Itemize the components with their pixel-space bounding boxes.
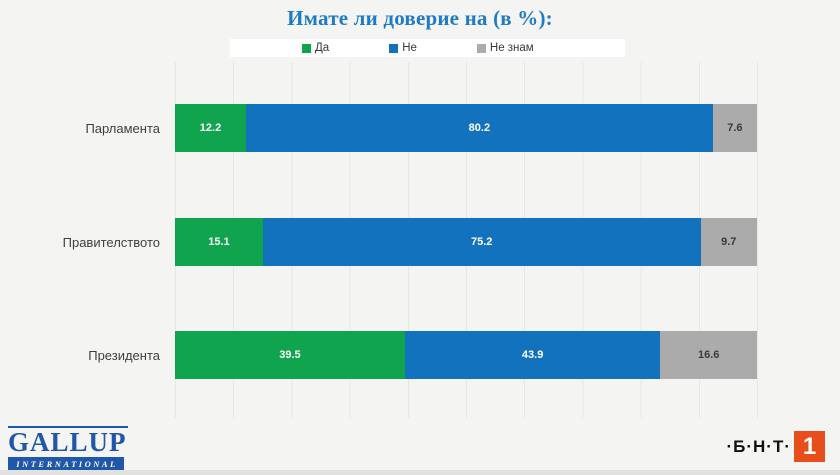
legend: Да Не Не знам bbox=[230, 39, 625, 57]
category-label-pravitelstvoto: Правителството bbox=[62, 234, 160, 250]
value-label: 9.7 bbox=[721, 236, 737, 248]
bar-segment-ne-pravitelstvoto: 75.2 bbox=[262, 218, 701, 266]
gallup-logo-international: INTERNATIONAL bbox=[8, 457, 124, 471]
value-label: 43.9 bbox=[521, 349, 544, 361]
bar-segment-da-parlamenta: 12.2 bbox=[175, 104, 246, 152]
legend-label-ne: Не bbox=[402, 42, 417, 54]
legend-swatch-ne bbox=[389, 43, 399, 53]
legend-item-da: Да bbox=[302, 42, 329, 54]
bar-row-pravitelstvoto: 15.1 75.2 9.7 bbox=[175, 218, 757, 266]
bar-segment-ne-parlamenta: 80.2 bbox=[246, 104, 713, 152]
bar-row-parlamenta: 12.2 80.2 7.6 bbox=[175, 104, 757, 152]
bar-row-prezidenta: 39.5 43.9 16.6 bbox=[175, 331, 757, 379]
value-label: 75.2 bbox=[470, 236, 493, 248]
value-label: 80.2 bbox=[468, 122, 491, 134]
gallup-logo-wordmark: GALLUP bbox=[8, 427, 127, 457]
value-label: 12.2 bbox=[199, 122, 222, 134]
bnt-channel-1-badge: 1 bbox=[794, 431, 825, 462]
value-label: 7.6 bbox=[727, 122, 743, 134]
legend-item-ne: Не bbox=[389, 42, 417, 54]
legend-item-ne-znam: Не знам bbox=[476, 42, 534, 54]
gallup-logo-rule bbox=[8, 426, 128, 428]
bnt-logo: ·Б·Н·Т· 1 bbox=[726, 431, 825, 462]
bar-segment-ne-znam-pravitelstvoto: 9.7 bbox=[700, 218, 757, 266]
plot-area: 12.2 80.2 7.6 15.1 75.2 9.7 39.5 bbox=[175, 62, 758, 418]
category-label-parlamenta: Парламента bbox=[85, 120, 160, 136]
bar-segment-da-pravitelstvoto: 15.1 bbox=[175, 218, 263, 266]
bar-segment-ne-prezidenta: 43.9 bbox=[404, 331, 661, 379]
value-label: 15.1 bbox=[208, 236, 230, 248]
chart-title: Имате ли доверие на (в %): bbox=[287, 6, 553, 30]
bar-segment-da-prezidenta: 39.5 bbox=[175, 331, 405, 379]
legend-label-da: Да bbox=[315, 42, 330, 54]
gallup-logo: GALLUP INTERNATIONAL Balkans bbox=[8, 426, 130, 475]
bar-segment-ne-znam-parlamenta: 7.6 bbox=[712, 104, 757, 152]
legend-swatch-da bbox=[302, 43, 311, 53]
category-label-prezidenta: Президента bbox=[88, 347, 160, 363]
legend-swatch-ne-znam bbox=[476, 43, 486, 53]
bottom-edge-strip bbox=[0, 470, 840, 475]
bar-segment-ne-znam-prezidenta: 16.6 bbox=[660, 331, 757, 379]
value-label: 16.6 bbox=[697, 349, 720, 361]
bnt-logo-text: ·Б·Н·Т· bbox=[726, 436, 791, 456]
legend-label-ne-znam: Не знам bbox=[489, 42, 534, 54]
value-label: 39.5 bbox=[279, 349, 301, 361]
